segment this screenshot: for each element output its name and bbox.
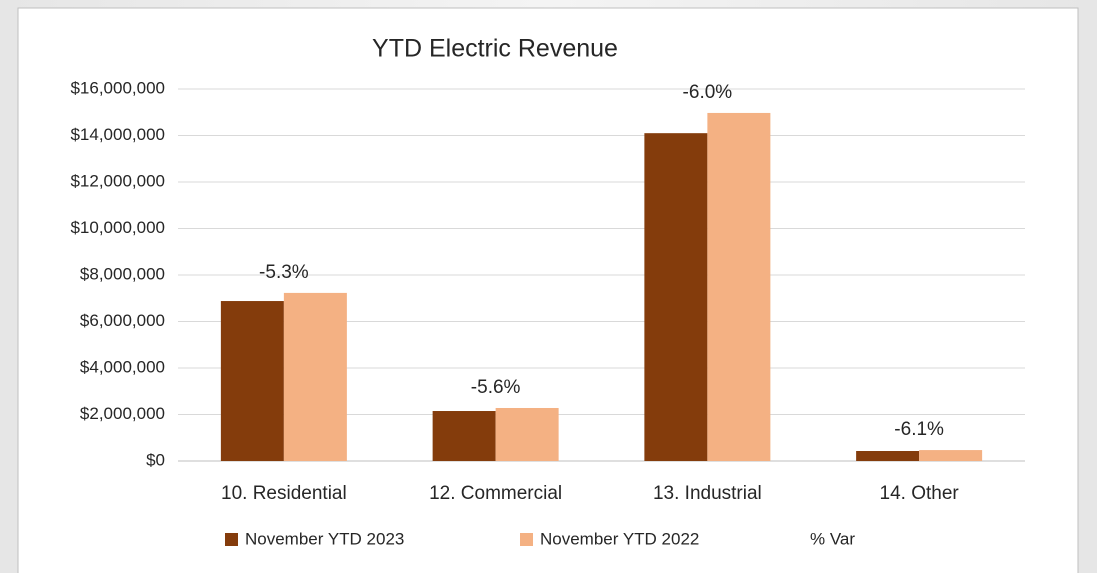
x-tick-label: 13. Industrial bbox=[653, 483, 762, 504]
y-tick-label: $8,000,000 bbox=[80, 264, 165, 283]
data-label: -5.6% bbox=[471, 377, 521, 398]
bar bbox=[432, 411, 496, 461]
bar bbox=[283, 292, 347, 461]
legend-label: % Var bbox=[810, 529, 855, 548]
y-tick-label: $2,000,000 bbox=[80, 404, 165, 423]
data-label: -6.0% bbox=[683, 82, 733, 103]
data-label: -5.3% bbox=[259, 262, 309, 283]
y-tick-label: $12,000,000 bbox=[70, 171, 165, 190]
legend-swatch bbox=[520, 533, 533, 546]
bar bbox=[644, 133, 708, 462]
y-tick-label: $10,000,000 bbox=[70, 218, 165, 237]
legend-label: November YTD 2022 bbox=[540, 529, 699, 548]
x-tick-label: 12. Commercial bbox=[429, 483, 562, 504]
y-tick-label: $0 bbox=[146, 450, 165, 469]
legend-swatch bbox=[225, 533, 238, 546]
y-tick-label: $6,000,000 bbox=[80, 311, 165, 330]
y-tick-label: $14,000,000 bbox=[70, 125, 165, 144]
bar bbox=[707, 112, 771, 461]
x-tick-label: 14. Other bbox=[880, 483, 960, 504]
x-tick-label: 10. Residential bbox=[221, 483, 347, 504]
y-tick-label: $16,000,000 bbox=[70, 78, 165, 97]
chart-frame bbox=[17, 7, 1079, 573]
data-label: -6.1% bbox=[894, 419, 944, 440]
y-tick-label: $4,000,000 bbox=[80, 357, 165, 376]
bar bbox=[919, 450, 983, 461]
legend-label: November YTD 2023 bbox=[245, 529, 404, 548]
bar bbox=[495, 407, 559, 461]
bar bbox=[220, 301, 284, 461]
chart-title: YTD Electric Revenue bbox=[372, 35, 618, 63]
bar bbox=[856, 451, 920, 461]
